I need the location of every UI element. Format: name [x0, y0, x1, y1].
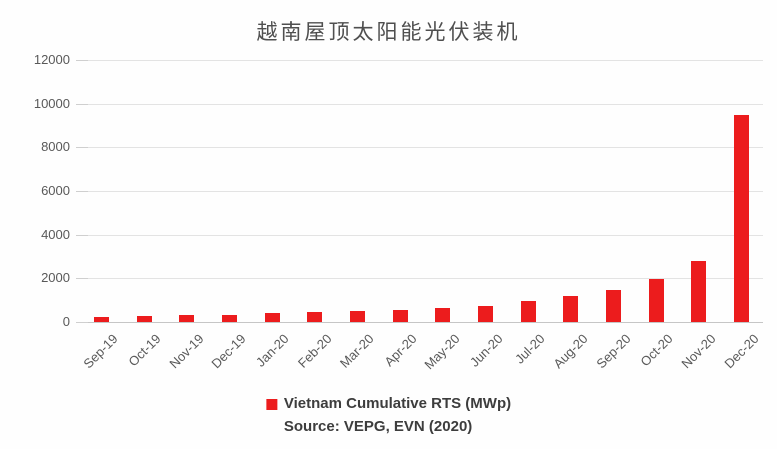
y-tick-6000	[76, 191, 88, 192]
gridline-y-0	[80, 322, 763, 323]
gridline-y-2000	[80, 278, 763, 279]
x-axis-label-Dec-20: Dec-20	[721, 331, 762, 372]
x-axis-label-Oct-19: Oct-19	[125, 331, 164, 370]
bar-Dec-20	[734, 115, 749, 322]
y-axis-label-0: 0	[62, 314, 70, 329]
x-axis-label-Feb-20: Feb-20	[294, 331, 335, 371]
bar-Aug-20	[563, 296, 578, 322]
gridline-y-6000	[80, 191, 763, 192]
bar-Dec-19	[222, 315, 237, 322]
source-note: Source: VEPG, EVN (2020)	[283, 418, 473, 435]
y-axis-label-2000: 2000	[41, 270, 70, 285]
bar-May-20	[435, 308, 450, 322]
bar-Jul-20	[521, 301, 536, 322]
gridline-y-10000	[80, 104, 763, 105]
y-tick-10000	[76, 104, 88, 105]
x-axis-label-Jul-20: Jul-20	[511, 331, 548, 367]
legend: Vietnam Cumulative RTS (MWp) Source: VEP…	[265, 394, 512, 437]
gridline-y-12000	[80, 60, 763, 61]
y-axis-label-10000: 10000	[33, 96, 70, 111]
chart-title: 越南屋顶太阳能光伏装机	[256, 20, 521, 44]
legend-marker-icon	[265, 398, 277, 410]
bar-Sep-20	[606, 290, 621, 322]
bar-Jan-20	[265, 313, 280, 322]
y-axis-label-8000: 8000	[41, 139, 70, 154]
y-tick-4000	[76, 235, 88, 236]
y-tick-12000	[76, 60, 88, 61]
x-axis-label-Sep-19: Sep-19	[80, 331, 121, 372]
bar-Oct-20	[649, 279, 664, 322]
y-axis-label-12000: 12000	[33, 52, 70, 67]
x-axis-label-Dec-19: Dec-19	[208, 331, 249, 372]
x-axis-label-May-20: May-20	[421, 331, 463, 373]
bar-Sep-19	[94, 317, 109, 322]
bar-Oct-19	[137, 316, 152, 322]
bar-Feb-20	[307, 312, 322, 322]
y-axis-label-4000: 4000	[41, 227, 70, 242]
x-axis-label-Sep-20: Sep-20	[593, 331, 634, 372]
bar-Nov-20	[691, 261, 706, 322]
x-axis-label-Jan-20: Jan-20	[252, 331, 292, 370]
gridline-y-8000	[80, 147, 763, 148]
bar-Apr-20	[393, 310, 408, 322]
x-axis-label-Nov-19: Nov-19	[166, 331, 207, 372]
x-axis-label-Apr-20: Apr-20	[381, 331, 420, 370]
legend-label: Vietnam Cumulative RTS (MWp)	[283, 395, 512, 412]
x-axis-label-Jun-20: Jun-20	[466, 331, 506, 370]
bar-Mar-20	[350, 311, 365, 322]
x-axis-label-Oct-20: Oct-20	[637, 331, 676, 370]
bar-Jun-20	[478, 306, 493, 322]
gridline-y-4000	[80, 235, 763, 236]
x-axis-label-Nov-20: Nov-20	[678, 331, 719, 372]
x-axis-label-Mar-20: Mar-20	[336, 331, 377, 371]
legend-entry: Vietnam Cumulative RTS (MWp)	[265, 394, 512, 414]
bar-Nov-19	[179, 315, 194, 322]
y-tick-8000	[76, 147, 88, 148]
y-axis-label-6000: 6000	[41, 183, 70, 198]
plot-area: 0 2000 4000 6000 8000 10000 12000	[34, 52, 763, 329]
y-tick-2000	[76, 278, 88, 279]
y-tick-0	[76, 322, 88, 323]
x-axis-label-Aug-20: Aug-20	[550, 331, 591, 372]
